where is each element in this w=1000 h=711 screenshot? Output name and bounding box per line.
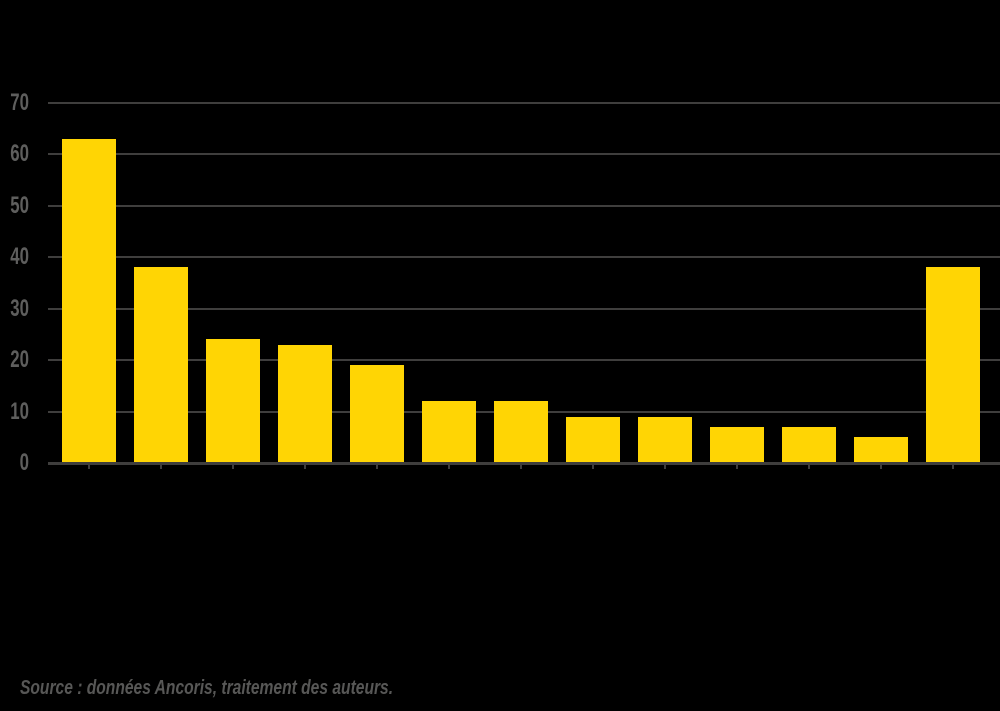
x-tick-12 [880,465,882,469]
x-tick-5 [376,465,378,469]
bar-7 [494,401,548,463]
x-tick-3 [232,465,234,469]
x-tick-13 [952,465,954,469]
gridline-20 [48,359,1000,361]
y-tick-label-20: 20 [10,346,29,373]
bar-13 [926,267,980,463]
gridline-40 [48,256,1000,258]
x-tick-6 [448,465,450,469]
bar-11 [782,427,836,463]
bar-8 [566,417,620,463]
x-tick-4 [304,465,306,469]
x-tick-7 [520,465,522,469]
bar-1 [62,139,116,463]
bar-9 [638,417,692,463]
x-tick-9 [664,465,666,469]
y-tick-label-0: 0 [19,449,29,476]
gridline-30 [48,307,1000,310]
y-tick-label-30: 30 [10,294,29,322]
x-tick-2 [160,465,162,469]
x-tick-8 [592,465,594,469]
gridline-50 [48,204,1000,207]
x-tick-10 [736,465,738,469]
bar-4 [278,345,332,463]
bar-3 [206,339,260,463]
y-tick-label-60: 60 [10,140,29,167]
bar-10 [710,427,764,463]
bar-6 [422,401,476,463]
x-tick-11 [808,465,810,469]
x-axis-line [48,462,1000,465]
y-tick-label-50: 50 [10,191,29,219]
y-tick-label-10: 10 [10,397,29,425]
y-tick-label-40: 40 [10,243,29,270]
bar-2 [134,267,188,463]
bar-12 [854,437,908,463]
gridline-60 [48,153,1000,155]
y-tick-label-70: 70 [10,88,29,116]
x-tick-1 [88,465,90,469]
gridline-70 [48,101,1000,104]
bar-5 [350,365,404,463]
source-caption: Source : données Ancoris, traitement des… [20,677,394,699]
